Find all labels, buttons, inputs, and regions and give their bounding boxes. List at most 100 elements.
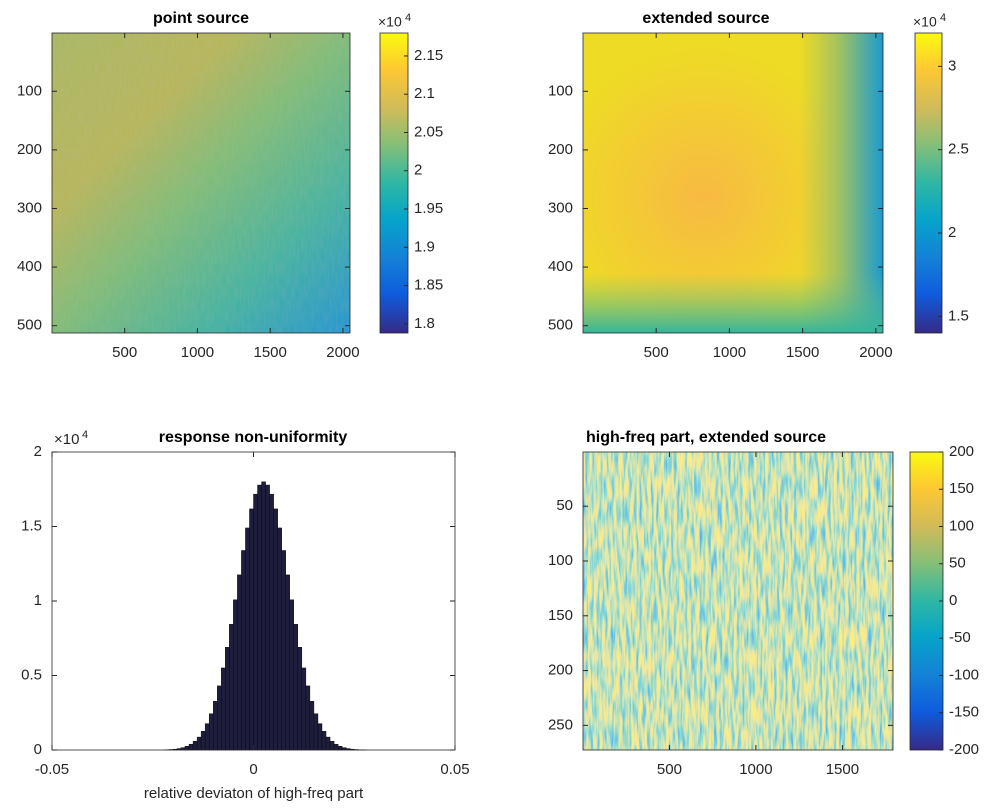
histogram-bar bbox=[233, 599, 238, 751]
colorbar bbox=[379, 32, 409, 334]
y-tick-label: 300 bbox=[17, 199, 42, 216]
histogram-bar bbox=[325, 736, 331, 751]
y-tick-label: 1.5 bbox=[21, 517, 42, 534]
histogram-bar bbox=[289, 599, 294, 751]
x-tick-label: 1000 bbox=[181, 344, 214, 361]
colorbar-tick-label: 1.95 bbox=[414, 200, 443, 217]
chart-title: response non-uniformity bbox=[159, 429, 348, 446]
colorbar-exponent-power: 4 bbox=[405, 12, 411, 24]
colorbar-tick-label: 1.5 bbox=[948, 307, 969, 324]
colorbar-tick-label: 1.85 bbox=[414, 277, 443, 294]
x-tick-label: 1500 bbox=[786, 344, 819, 361]
axes-box bbox=[51, 32, 351, 334]
x-tick-label: 500 bbox=[644, 344, 669, 361]
histogram-bar bbox=[225, 647, 230, 751]
y-tick-label: 100 bbox=[548, 552, 573, 569]
y-tick-label: 100 bbox=[17, 82, 42, 99]
x-axis-label: relative deviaton of high-freq part bbox=[144, 785, 364, 802]
colorbar-tick-label: 2 bbox=[948, 224, 956, 241]
x-tick-label: 0 bbox=[249, 761, 257, 778]
histogram-bar bbox=[208, 713, 214, 751]
image-texture bbox=[52, 33, 350, 333]
histogram-bar bbox=[329, 741, 335, 751]
colorbar-tick-label: 100 bbox=[949, 517, 974, 534]
histogram-bar bbox=[277, 527, 282, 751]
y-tick-label: 100 bbox=[548, 82, 573, 99]
histogram-bar bbox=[273, 508, 278, 751]
x-tick-label: 2000 bbox=[859, 344, 892, 361]
histogram-bar bbox=[321, 731, 327, 751]
image-texture bbox=[583, 452, 893, 750]
histogram-bar bbox=[200, 731, 206, 751]
y-tick-label: 1 bbox=[34, 592, 42, 609]
colorbar-tick-label: 2.1 bbox=[414, 85, 435, 102]
colorbar-tick-label: -100 bbox=[949, 666, 979, 683]
colorbar-tick-label: 2 bbox=[414, 162, 422, 179]
chart-title: extended source bbox=[642, 10, 769, 27]
colorbar bbox=[914, 32, 943, 334]
histogram-bar bbox=[293, 624, 299, 751]
histogram-bar bbox=[297, 647, 303, 751]
y-exponent-base: ×10 bbox=[54, 431, 79, 448]
colorbar-tick-label: -150 bbox=[949, 704, 979, 721]
colorbar-exponent-base: ×10 bbox=[378, 14, 402, 30]
colorbar-tick-label: 3 bbox=[948, 57, 956, 74]
y-tick-label: 0 bbox=[34, 741, 42, 758]
y-tick-label: 2 bbox=[34, 443, 42, 460]
colorbar-exponent-power: 4 bbox=[940, 12, 946, 24]
colorbar-tick-label: 1.9 bbox=[414, 238, 435, 255]
colorbar bbox=[909, 451, 944, 751]
histogram-bar bbox=[269, 493, 274, 751]
histogram-bar bbox=[253, 493, 258, 751]
x-tick-label: 2000 bbox=[326, 344, 359, 361]
histogram-bar bbox=[204, 723, 210, 751]
axes-box bbox=[582, 32, 884, 334]
colorbar-tick-label: 2.05 bbox=[414, 123, 443, 140]
histogram-bar bbox=[249, 508, 254, 751]
y-exponent-power: 4 bbox=[82, 429, 88, 441]
colorbar-tick-label: 150 bbox=[949, 480, 974, 497]
histogram-bar bbox=[188, 743, 194, 751]
y-tick-label: 200 bbox=[17, 141, 42, 158]
colorbar-tick-label: -200 bbox=[949, 741, 979, 758]
histogram-bar bbox=[305, 685, 311, 751]
histogram-bar bbox=[337, 746, 343, 751]
y-tick-label: 200 bbox=[548, 141, 573, 158]
colorbar-tick-label: 50 bbox=[949, 555, 966, 572]
histogram-bar bbox=[317, 723, 323, 751]
histogram-bar bbox=[285, 574, 290, 751]
colorbar-tick-label: 0 bbox=[949, 592, 957, 609]
y-tick-label: 400 bbox=[17, 258, 42, 275]
y-tick-label: 250 bbox=[548, 716, 573, 733]
colorbar-exponent-base: ×10 bbox=[913, 14, 937, 30]
subplot: -0.05 0 0.05 0 0.5 1 1.5 2 response non-uniformi… bbox=[21, 429, 469, 802]
y-tick-label: 0.5 bbox=[21, 666, 42, 683]
colorbar-tick-label: -50 bbox=[949, 629, 971, 646]
colorbar-tick-label: 2.15 bbox=[414, 47, 443, 64]
histogram-bar bbox=[333, 743, 339, 751]
histogram-bar bbox=[229, 624, 234, 751]
histogram-bar bbox=[313, 713, 319, 751]
histogram-bar bbox=[237, 574, 242, 751]
histogram-bar bbox=[301, 667, 307, 751]
histogram-bar bbox=[281, 550, 286, 751]
y-tick-label: 500 bbox=[17, 317, 42, 334]
histogram-bar bbox=[221, 667, 226, 751]
histogram-bar bbox=[265, 484, 270, 751]
x-tick-label: 1000 bbox=[713, 344, 746, 361]
x-tick-label: 1500 bbox=[826, 761, 859, 778]
histogram-bar bbox=[309, 700, 315, 751]
y-tick-label: 150 bbox=[548, 607, 573, 624]
colorbar-tick-label: 1.8 bbox=[414, 315, 435, 332]
x-tick-label: 500 bbox=[657, 761, 682, 778]
chart-title: point source bbox=[153, 10, 249, 27]
subplot: 500 1000 1500 2000 100 200 300 400 500 point sour… bbox=[17, 10, 443, 361]
histogram-bar bbox=[245, 527, 250, 751]
histogram-bar bbox=[184, 746, 190, 751]
y-tick-label: 500 bbox=[548, 317, 573, 334]
histogram-bar bbox=[217, 685, 222, 751]
histogram-bar bbox=[261, 481, 266, 751]
x-tick-label: 0.05 bbox=[440, 761, 469, 778]
